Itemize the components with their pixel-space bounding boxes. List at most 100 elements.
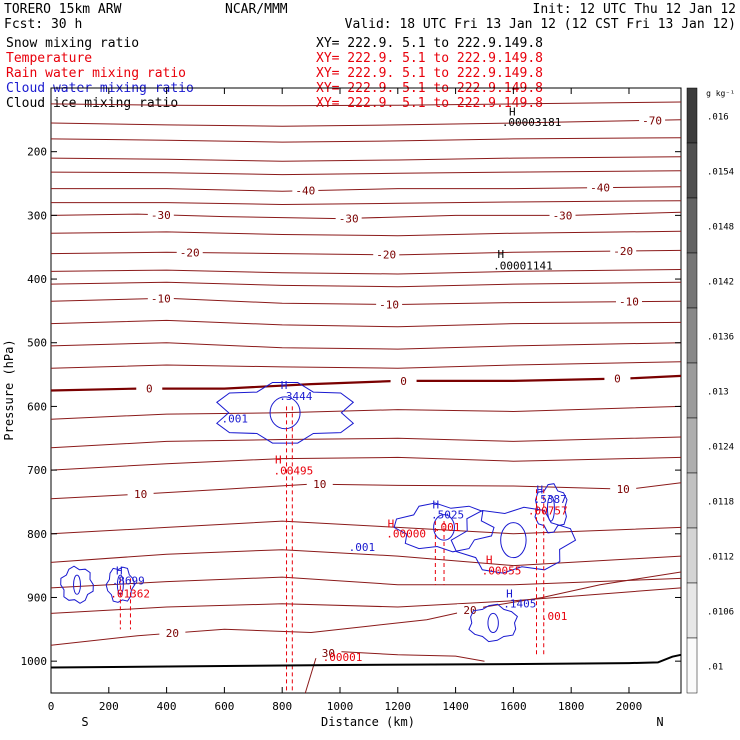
- contour-label: 20: [463, 604, 476, 617]
- contour-label: 10: [617, 483, 630, 496]
- colorbar-label: .0106: [707, 608, 734, 618]
- south-end-label: S: [81, 715, 88, 729]
- colorbar-label: .0136: [707, 333, 734, 343]
- temperature-contour: [50, 405, 682, 420]
- colorbar-label: .01: [707, 663, 723, 673]
- contour-label: -30: [151, 209, 171, 222]
- extremum-label: .5387: [534, 493, 567, 506]
- colorbar-label: .0142: [707, 278, 734, 288]
- y-tick-label: 700: [27, 464, 47, 477]
- colorbar-label: .0154: [707, 168, 734, 178]
- plot-area: -70 -30 -30 -30 -40 -40 -20 -20 -20 -10 -10 -10 0 0 0 1…: [50, 87, 682, 694]
- contour-label-bg: [390, 374, 417, 386]
- contour-label-bg: [176, 246, 203, 258]
- extremum-label: H: [506, 587, 513, 600]
- contour-label: -40: [295, 185, 315, 198]
- legend-xy: XY= 222.9. 5.1 to 222.9.149.8: [316, 66, 543, 81]
- north-end-label: N: [656, 715, 663, 729]
- extremum-label: H: [432, 498, 439, 511]
- temperature-contour: [50, 119, 682, 127]
- extremum-label: .00001: [323, 651, 363, 664]
- colorbar-swatch: [686, 417, 698, 474]
- extremum-label: H: [537, 484, 544, 497]
- legend-xy: XY= 222.9. 5.1 to 222.9.149.8: [316, 96, 543, 111]
- extremum-label: .00495: [274, 465, 314, 478]
- contour-label: -10: [379, 298, 399, 311]
- contour-label: -30: [553, 209, 573, 222]
- temperature-contour: [50, 281, 682, 288]
- contour-label: -70: [642, 114, 662, 127]
- colorbar-label: .0112: [707, 553, 734, 563]
- center-name: NCAR/MMM: [225, 2, 288, 17]
- valid-time: Valid: 18 UTC Fri 13 Jan 12 (12 CST Fri …: [345, 17, 736, 32]
- extremum-label: .5025: [431, 509, 464, 522]
- y-tick-label: 600: [27, 400, 47, 413]
- x-tick-label: 0: [48, 700, 55, 713]
- contour-label: -20: [180, 247, 200, 260]
- contour-label: 10: [313, 478, 326, 491]
- y-tick-label: 500: [27, 337, 47, 350]
- cloud-water-contour: [534, 483, 568, 534]
- temperature-contour: [51, 200, 682, 206]
- temperature-contour: [50, 137, 682, 143]
- temperature-contour: [50, 101, 682, 107]
- contour-label: -40: [590, 182, 610, 195]
- cloud-water-core: [546, 495, 555, 522]
- temperature-contour: [50, 549, 682, 567]
- contour-label-bg: [587, 181, 614, 193]
- y-tick-label: 200: [27, 146, 47, 159]
- colorbar-swatch: [686, 527, 698, 584]
- temperature-contour: [50, 156, 682, 162]
- temperature-contour: [50, 249, 682, 256]
- temperature-contour: [51, 186, 682, 192]
- extremum-label: .00757: [528, 505, 568, 518]
- y-axis-title: Pressure (hPa): [2, 339, 16, 440]
- colorbar-swatch: [686, 582, 698, 639]
- colorbar-label: .016: [707, 113, 729, 123]
- extremum-label: H: [509, 105, 516, 118]
- temperature-contour: [50, 456, 682, 471]
- colorbar-swatch: [686, 637, 698, 694]
- cloud-water-contour: [468, 603, 519, 643]
- extremum-label: .00001141: [493, 260, 553, 273]
- legend-xy: XY= 222.9. 5.1 to 222.9.149.8: [316, 36, 543, 51]
- contour-label: 30: [322, 647, 335, 660]
- contour-label-bg: [604, 372, 631, 384]
- temperature-contour: [50, 361, 682, 369]
- contour-label-bg: [127, 488, 154, 500]
- cloud-water-contour: [216, 382, 355, 444]
- x-tick-label: 600: [214, 700, 234, 713]
- colorbar-label: .013: [707, 388, 729, 398]
- temperature-contour: [50, 269, 682, 275]
- cloud-water-core: [487, 612, 499, 634]
- forecast-hour: Fcst: 30 h: [4, 17, 82, 32]
- extremum-label: .1405: [503, 598, 536, 611]
- cloud-water-contour: [450, 506, 577, 574]
- rain-water-contours: [119, 406, 545, 693]
- extremum-label: .00055: [482, 565, 522, 578]
- legend-entry: Snow mixing ratio: [6, 36, 139, 51]
- y-tick-label: 300: [27, 209, 47, 222]
- temperature-contour: [50, 436, 682, 449]
- colorbar-swatch: [686, 87, 698, 144]
- y-tick-label: 800: [27, 528, 47, 541]
- colorbar-unit: g kg⁻¹: [706, 89, 735, 98]
- contour-label: -20: [613, 245, 633, 258]
- temperature-contour: [50, 342, 682, 350]
- temperature-contours: -70 -30 -30 -30 -40 -40 -20 -20 -20 -10 -10 -10 0 0 0 1…: [50, 101, 682, 694]
- extremum-label: H: [497, 248, 504, 261]
- extremum-label: .8699: [112, 575, 145, 588]
- extremum-label: .001: [434, 521, 461, 534]
- cloud-water-core: [500, 522, 527, 559]
- x-tick-label: 400: [157, 700, 177, 713]
- colorbar-label: .0118: [707, 498, 734, 508]
- extremum-label: .01362: [110, 587, 150, 600]
- x-tick-label: 1000: [327, 700, 354, 713]
- extremum-label: H: [486, 554, 493, 567]
- temperature-contour: [50, 587, 682, 614]
- contour-label: 10: [134, 488, 147, 501]
- contour-label-bg: [292, 184, 319, 196]
- temperature-contour: [50, 520, 682, 535]
